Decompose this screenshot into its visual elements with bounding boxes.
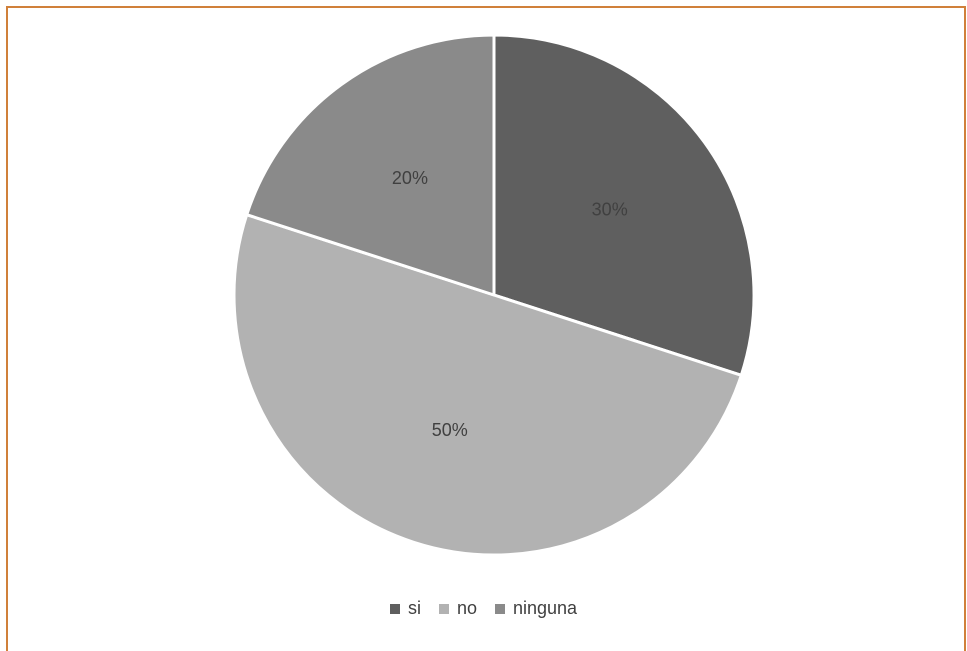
legend: si no ninguna	[0, 598, 967, 619]
legend-item-si: si	[389, 598, 421, 619]
legend-label-si: si	[407, 598, 421, 618]
pie-slice-si	[492, 33, 756, 377]
legend-label-ninguna: ninguna	[512, 598, 578, 618]
data-label-ninguna: 20%	[392, 168, 428, 188]
legend-item-no: no	[438, 598, 477, 619]
pie-slice-no	[232, 213, 743, 557]
pie-slice-ninguna	[245, 33, 496, 297]
legend-label-no: no	[456, 598, 477, 618]
data-label-no: 50%	[432, 420, 468, 440]
legend-swatch-si	[389, 603, 400, 614]
data-label-si: 30%	[592, 200, 628, 220]
legend-swatch-no	[438, 603, 449, 614]
legend-swatch-ninguna	[494, 603, 505, 614]
legend-item-ninguna: ninguna	[494, 598, 578, 619]
